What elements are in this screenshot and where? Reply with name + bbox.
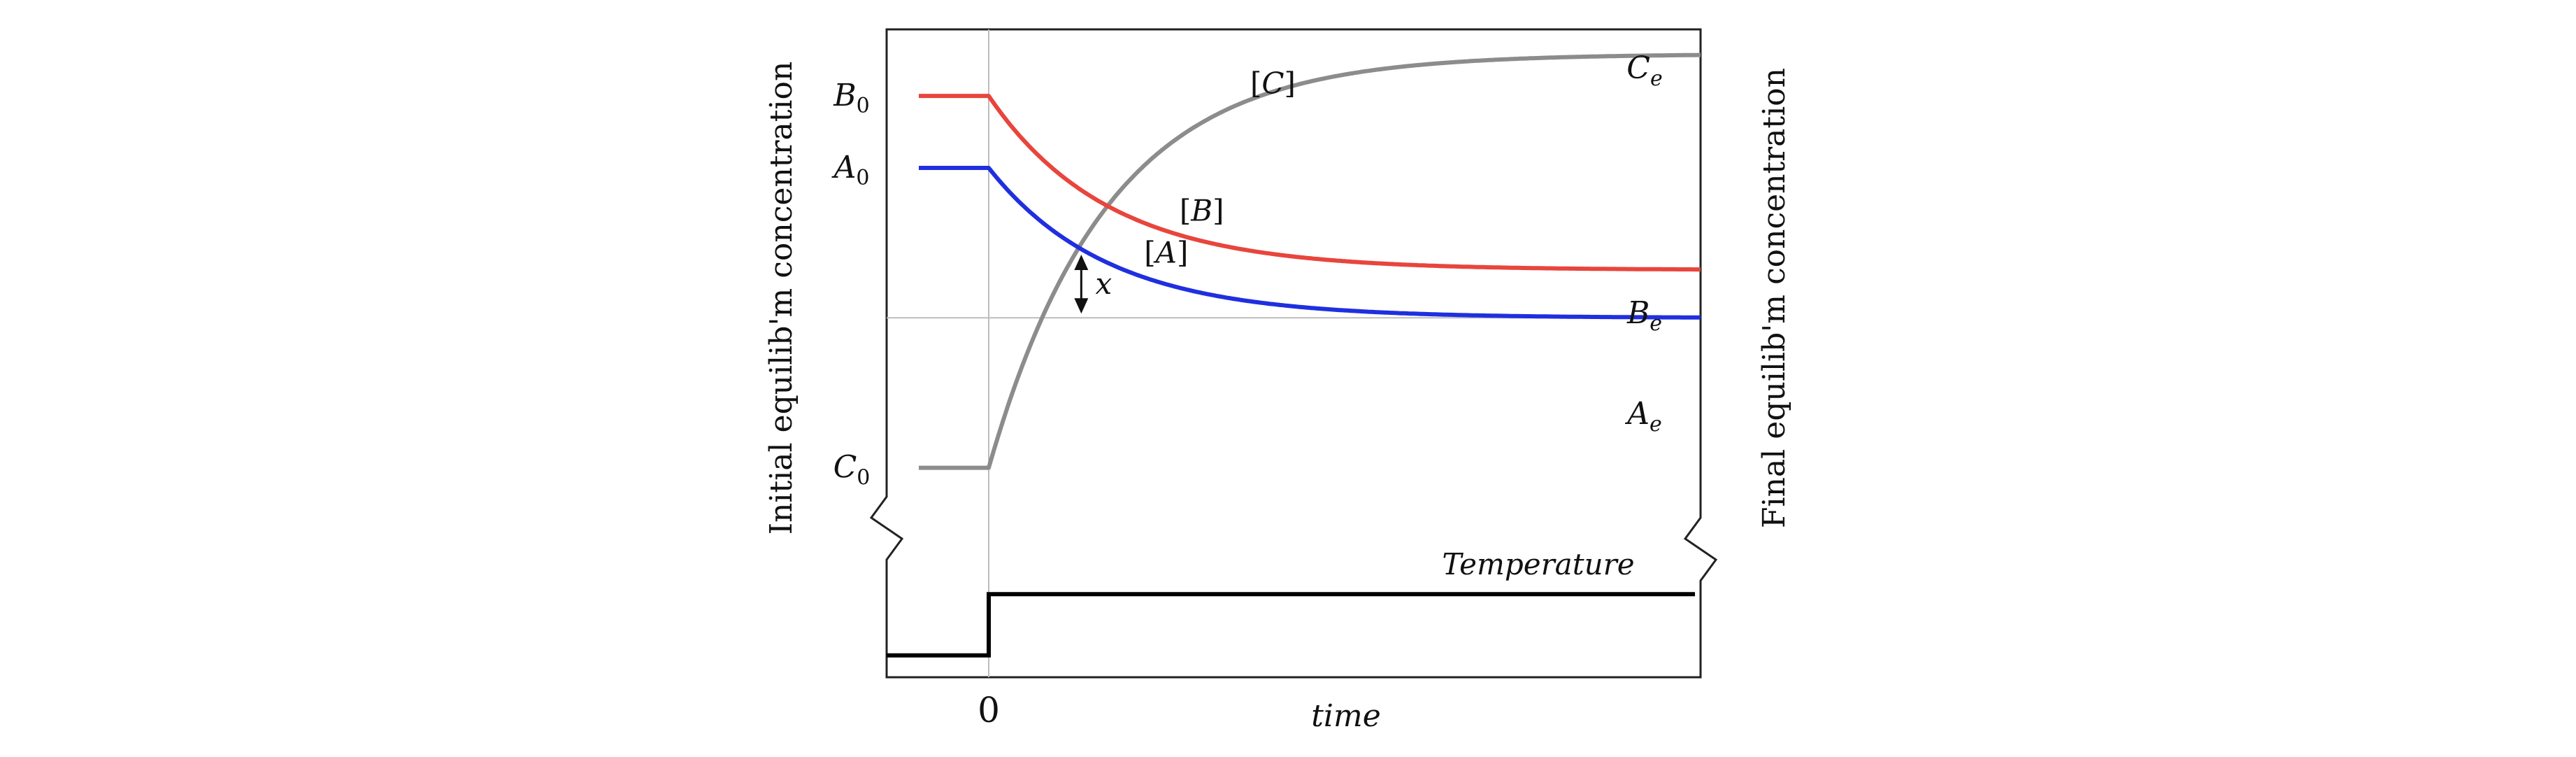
x-tick-label-0: 0 xyxy=(978,690,1000,730)
end-label-b: Be xyxy=(1626,295,1662,336)
y-axis-label-right: Final equilib'm concentration xyxy=(1756,68,1792,528)
x-arrow-head-top xyxy=(1074,255,1089,271)
chart-labels: Initial equilib'm concentration Final eq… xyxy=(764,50,1792,734)
start-label-b: B0 xyxy=(833,78,869,118)
end-label-a: Ae xyxy=(1624,396,1662,437)
x-annotation xyxy=(1074,255,1089,314)
end-label-c: Ce xyxy=(1626,50,1662,91)
temperature-step xyxy=(887,592,1695,658)
y-axis-label-left: Initial equilib'm concentration xyxy=(764,62,799,535)
series-line-a xyxy=(919,166,1701,320)
series-label-a: [A] xyxy=(1144,236,1188,270)
series-line-c xyxy=(919,52,1701,470)
plot-border xyxy=(869,28,1718,679)
plot-frame xyxy=(869,28,1718,679)
x-annotation-label: x xyxy=(1095,267,1112,301)
start-label-a: A0 xyxy=(831,150,870,190)
series-label-c: [C] xyxy=(1250,66,1296,100)
temperature-label: Temperature xyxy=(1442,547,1634,581)
series-curves xyxy=(919,52,1701,470)
series-label-b: [B] xyxy=(1180,193,1224,227)
x-arrow-head-bottom xyxy=(1074,298,1089,314)
temperature-line xyxy=(887,592,1695,658)
x-axis-label: time xyxy=(1311,698,1381,734)
series-line-b xyxy=(919,94,1701,272)
start-label-c: C0 xyxy=(833,450,871,490)
